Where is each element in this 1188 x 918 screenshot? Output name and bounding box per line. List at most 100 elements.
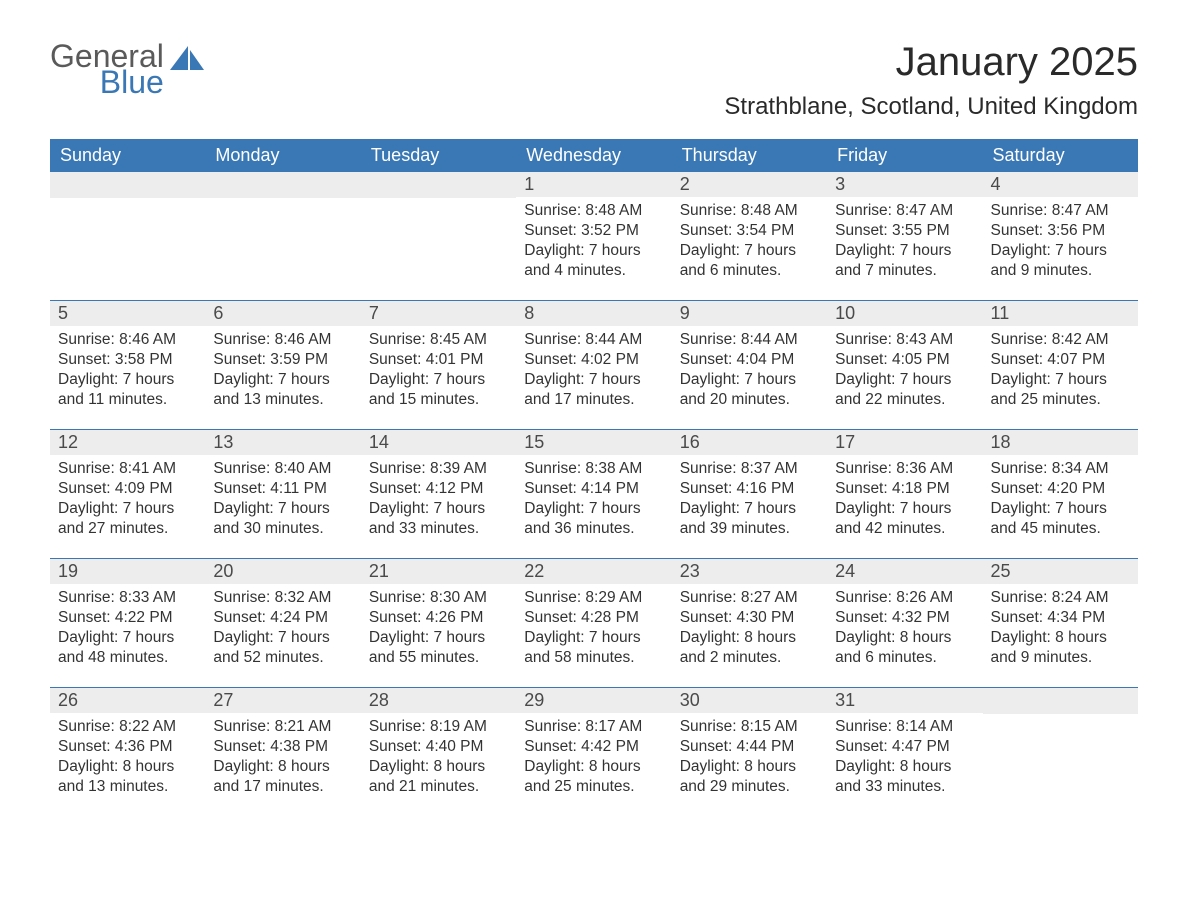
day-d1: Daylight: 7 hours bbox=[680, 241, 819, 261]
day-sunset: Sunset: 3:59 PM bbox=[213, 350, 352, 370]
header: General Blue January 2025 Strathblane, S… bbox=[50, 40, 1138, 121]
day-number: 14 bbox=[361, 430, 516, 455]
day-sunset: Sunset: 4:38 PM bbox=[213, 737, 352, 757]
day-d1: Daylight: 7 hours bbox=[991, 241, 1130, 261]
location-text: Strathblane, Scotland, United Kingdom bbox=[724, 93, 1138, 121]
day-details: Sunrise: 8:21 AMSunset: 4:38 PMDaylight:… bbox=[205, 713, 360, 806]
day-number-empty bbox=[50, 172, 205, 198]
day-sunset: Sunset: 3:56 PM bbox=[991, 221, 1130, 241]
calendar-week: 5Sunrise: 8:46 AMSunset: 3:58 PMDaylight… bbox=[50, 301, 1138, 430]
day-number: 17 bbox=[827, 430, 982, 455]
day-details: Sunrise: 8:26 AMSunset: 4:32 PMDaylight:… bbox=[827, 584, 982, 677]
calendar-cell: 3Sunrise: 8:47 AMSunset: 3:55 PMDaylight… bbox=[827, 172, 982, 301]
calendar-cell: 18Sunrise: 8:34 AMSunset: 4:20 PMDayligh… bbox=[983, 430, 1138, 559]
day-d1: Daylight: 7 hours bbox=[58, 370, 197, 390]
day-d2: and 33 minutes. bbox=[369, 519, 508, 539]
calendar-cell: 4 Sunrise: 8:47 AMSunset: 3:56 PMDaylight… bbox=[983, 172, 1138, 301]
day-sunset: Sunset: 4:24 PM bbox=[213, 608, 352, 628]
calendar-cell: 28Sunrise: 8:19 AMSunset: 4:40 PMDayligh… bbox=[361, 688, 516, 816]
day-d2: and 36 minutes. bbox=[524, 519, 663, 539]
day-number-empty bbox=[361, 172, 516, 198]
day-header: Monday bbox=[205, 139, 360, 172]
day-number: 13 bbox=[205, 430, 360, 455]
day-sunset: Sunset: 3:52 PM bbox=[524, 221, 663, 241]
calendar-cell: 27Sunrise: 8:21 AMSunset: 4:38 PMDayligh… bbox=[205, 688, 360, 816]
day-number: 10 bbox=[827, 301, 982, 326]
day-d2: and 17 minutes. bbox=[213, 777, 352, 797]
day-details: Sunrise: 8:38 AMSunset: 4:14 PMDaylight:… bbox=[516, 455, 671, 548]
day-d2: and 48 minutes. bbox=[58, 648, 197, 668]
day-details: Sunrise: 8:30 AMSunset: 4:26 PMDaylight:… bbox=[361, 584, 516, 677]
day-d2: and 11 minutes. bbox=[58, 390, 197, 410]
day-number: 28 bbox=[361, 688, 516, 713]
day-d1: Daylight: 7 hours bbox=[213, 628, 352, 648]
day-sunrise: Sunrise: 8:27 AM bbox=[680, 588, 819, 608]
day-details: Sunrise: 8:34 AMSunset: 4:20 PMDaylight:… bbox=[983, 455, 1138, 548]
day-d2: and 6 minutes. bbox=[835, 648, 974, 668]
calendar-cell: 9Sunrise: 8:44 AMSunset: 4:04 PMDaylight… bbox=[672, 301, 827, 430]
calendar-cell: 12Sunrise: 8:41 AMSunset: 4:09 PMDayligh… bbox=[50, 430, 205, 559]
day-header: Thursday bbox=[672, 139, 827, 172]
day-d1: Daylight: 8 hours bbox=[680, 757, 819, 777]
calendar-cell: 15Sunrise: 8:38 AMSunset: 4:14 PMDayligh… bbox=[516, 430, 671, 559]
logo: General Blue bbox=[50, 40, 208, 98]
day-sunrise: Sunrise: 8:39 AM bbox=[369, 459, 508, 479]
day-number: 5 bbox=[50, 301, 205, 326]
day-details: Sunrise: 8:47 AMSunset: 3:55 PMDaylight:… bbox=[827, 197, 982, 290]
calendar-cell: 8Sunrise: 8:44 AMSunset: 4:02 PMDaylight… bbox=[516, 301, 671, 430]
day-sunrise: Sunrise: 8:48 AM bbox=[680, 201, 819, 221]
calendar-cell: 5Sunrise: 8:46 AMSunset: 3:58 PMDaylight… bbox=[50, 301, 205, 430]
day-sunrise: Sunrise: 8:34 AM bbox=[991, 459, 1130, 479]
calendar-body: 1Sunrise: 8:48 AMSunset: 3:52 PMDaylight… bbox=[50, 172, 1138, 816]
day-details: Sunrise: 8:39 AMSunset: 4:12 PMDaylight:… bbox=[361, 455, 516, 548]
calendar-week: 12Sunrise: 8:41 AMSunset: 4:09 PMDayligh… bbox=[50, 430, 1138, 559]
day-number-empty bbox=[983, 688, 1138, 714]
day-sunset: Sunset: 4:40 PM bbox=[369, 737, 508, 757]
day-d2: and 29 minutes. bbox=[680, 777, 819, 797]
day-sunset: Sunset: 4:04 PM bbox=[680, 350, 819, 370]
day-sunset: Sunset: 4:44 PM bbox=[680, 737, 819, 757]
day-details: Sunrise: 8:33 AMSunset: 4:22 PMDaylight:… bbox=[50, 584, 205, 677]
day-details: Sunrise: 8:46 AMSunset: 3:58 PMDaylight:… bbox=[50, 326, 205, 419]
day-d2: and 42 minutes. bbox=[835, 519, 974, 539]
day-details: Sunrise: 8:17 AMSunset: 4:42 PMDaylight:… bbox=[516, 713, 671, 806]
day-d1: Daylight: 7 hours bbox=[524, 628, 663, 648]
calendar-cell: 21Sunrise: 8:30 AMSunset: 4:26 PMDayligh… bbox=[361, 559, 516, 688]
day-sunset: Sunset: 4:09 PM bbox=[58, 479, 197, 499]
day-d1: Daylight: 8 hours bbox=[524, 757, 663, 777]
day-d1: Daylight: 8 hours bbox=[58, 757, 197, 777]
day-number: 4 bbox=[983, 172, 1138, 197]
day-d1: Daylight: 7 hours bbox=[524, 499, 663, 519]
calendar-cell: 7Sunrise: 8:45 AMSunset: 4:01 PMDaylight… bbox=[361, 301, 516, 430]
day-d2: and 25 minutes. bbox=[991, 390, 1130, 410]
day-number: 3 bbox=[827, 172, 982, 197]
day-sunrise: Sunrise: 8:36 AM bbox=[835, 459, 974, 479]
day-d2: and 52 minutes. bbox=[213, 648, 352, 668]
day-details: Sunrise: 8:40 AMSunset: 4:11 PMDaylight:… bbox=[205, 455, 360, 548]
day-sunrise: Sunrise: 8:32 AM bbox=[213, 588, 352, 608]
day-details: Sunrise: 8:29 AMSunset: 4:28 PMDaylight:… bbox=[516, 584, 671, 677]
day-sunrise: Sunrise: 8:26 AM bbox=[835, 588, 974, 608]
day-sunrise: Sunrise: 8:43 AM bbox=[835, 330, 974, 350]
title-block: January 2025 Strathblane, Scotland, Unit… bbox=[724, 40, 1138, 121]
day-d1: Daylight: 7 hours bbox=[213, 499, 352, 519]
day-sunset: Sunset: 4:16 PM bbox=[680, 479, 819, 499]
day-d1: Daylight: 7 hours bbox=[835, 499, 974, 519]
day-details: Sunrise: 8:22 AMSunset: 4:36 PMDaylight:… bbox=[50, 713, 205, 806]
day-d2: and 58 minutes. bbox=[524, 648, 663, 668]
day-sunrise: Sunrise: 8:46 AM bbox=[213, 330, 352, 350]
day-sunrise: Sunrise: 8:33 AM bbox=[58, 588, 197, 608]
day-d1: Daylight: 7 hours bbox=[991, 370, 1130, 390]
day-sunrise: Sunrise: 8:47 AM bbox=[991, 201, 1130, 221]
day-number-empty bbox=[205, 172, 360, 198]
day-d2: and 13 minutes. bbox=[213, 390, 352, 410]
day-number: 11 bbox=[983, 301, 1138, 326]
day-sunrise: Sunrise: 8:42 AM bbox=[991, 330, 1130, 350]
day-d1: Daylight: 8 hours bbox=[213, 757, 352, 777]
day-details: Sunrise: 8:48 AMSunset: 3:54 PMDaylight:… bbox=[672, 197, 827, 290]
day-d1: Daylight: 7 hours bbox=[835, 241, 974, 261]
day-d2: and 6 minutes. bbox=[680, 261, 819, 281]
calendar-table: SundayMondayTuesdayWednesdayThursdayFrid… bbox=[50, 139, 1138, 816]
calendar-cell: 23Sunrise: 8:27 AMSunset: 4:30 PMDayligh… bbox=[672, 559, 827, 688]
day-sunset: Sunset: 4:05 PM bbox=[835, 350, 974, 370]
